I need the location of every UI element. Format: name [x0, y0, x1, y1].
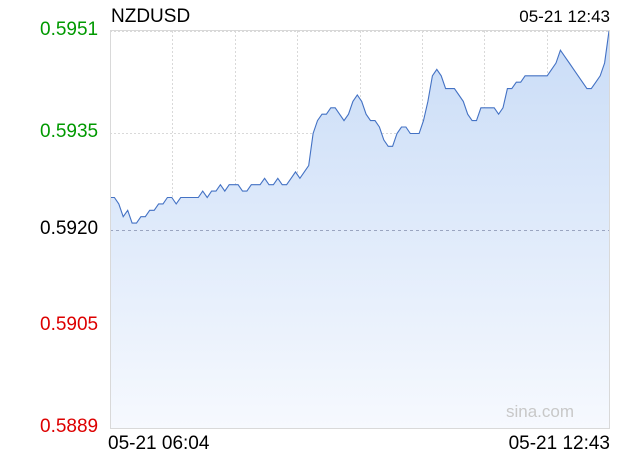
- y-tick-label: 0.5920: [40, 217, 99, 239]
- last-update-time: 05-21 12:43: [519, 7, 610, 26]
- sina-watermark: sina.com: [506, 402, 575, 421]
- x-tick-end: 05-21 12:43: [508, 433, 610, 454]
- plot-frame: [110, 30, 610, 429]
- y-tick-label: 0.5889: [40, 416, 99, 437]
- price-area-fill: [110, 31, 609, 428]
- y-tick-label: 0.5951: [40, 19, 99, 40]
- y-tick-label: 0.5935: [40, 121, 99, 143]
- y-tick-label: 0.5905: [40, 313, 99, 335]
- x-tick-start: 05-21 06:04: [108, 433, 210, 454]
- price-series-line: [110, 30, 610, 224]
- chart-title: NZDUSD: [111, 6, 191, 27]
